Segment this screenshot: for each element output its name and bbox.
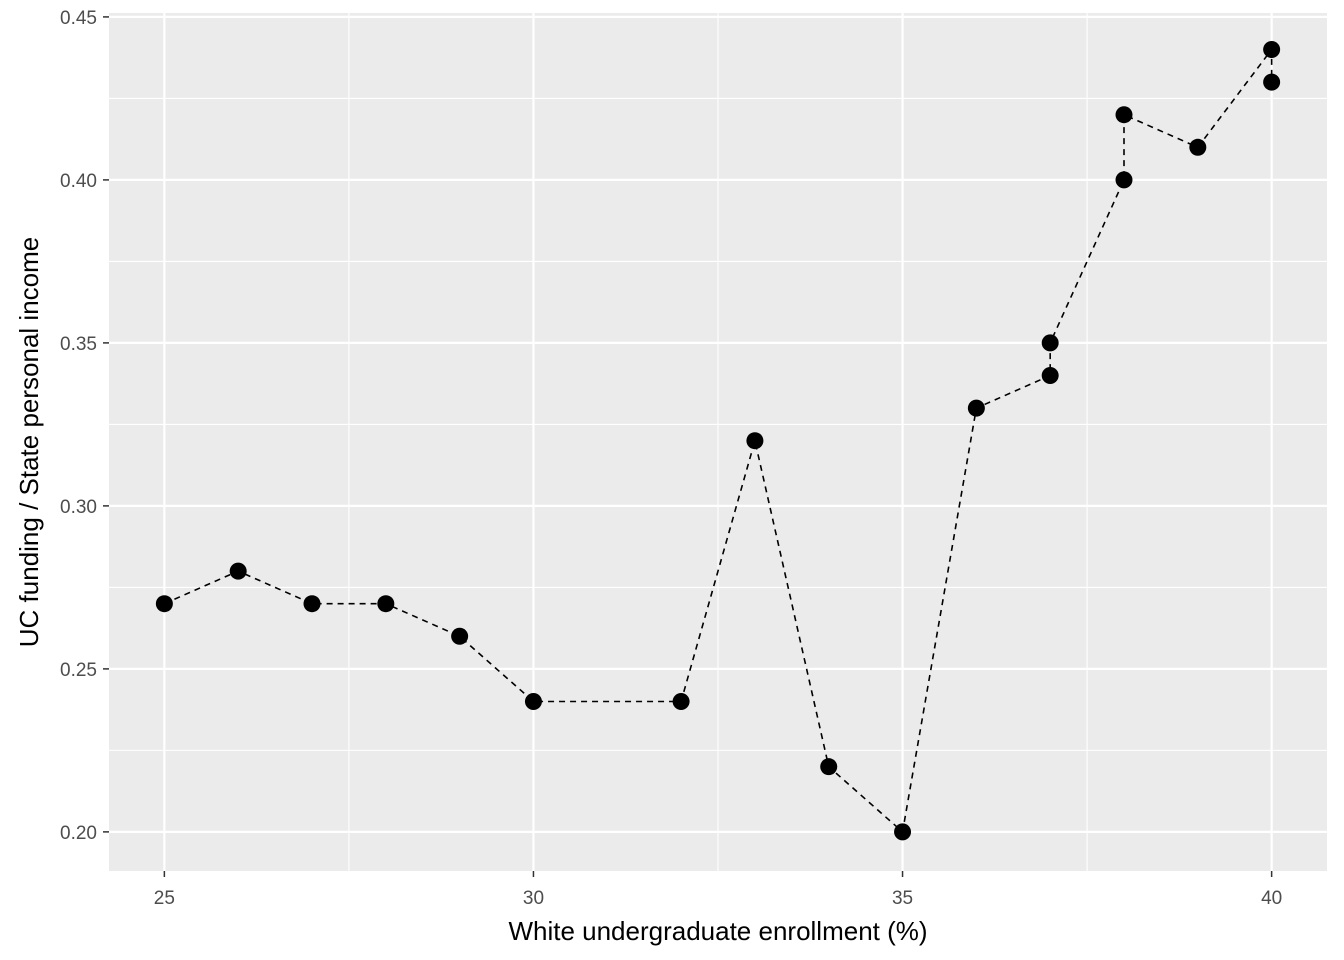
data-point xyxy=(1041,366,1059,384)
series-points xyxy=(155,41,1281,841)
x-axis-tick-label: 40 xyxy=(1261,888,1282,909)
data-point xyxy=(1263,73,1281,91)
data-point xyxy=(1115,171,1133,189)
data-point xyxy=(746,432,764,450)
x-axis-tick-label: 25 xyxy=(154,888,175,909)
y-axis-tick-label: 0.35 xyxy=(60,334,97,355)
data-point xyxy=(1263,41,1281,59)
y-axis-tick-label: 0.30 xyxy=(60,497,97,518)
y-axis-tick-label: 0.20 xyxy=(60,823,97,844)
data-point xyxy=(229,562,247,580)
grid-major xyxy=(109,13,1327,871)
grid-minor xyxy=(109,13,1327,871)
series-line xyxy=(164,47,1273,834)
y-axis-tick-label: 0.25 xyxy=(60,660,97,681)
data-point xyxy=(451,627,469,645)
data-point xyxy=(524,692,542,710)
data-point xyxy=(967,399,985,417)
axis-ticks xyxy=(103,16,1273,877)
data-point xyxy=(820,758,838,776)
x-axis-tick-label: 30 xyxy=(523,888,544,909)
data-point xyxy=(672,692,690,710)
y-axis-title: UC funding / State personal income xyxy=(14,237,44,647)
data-point xyxy=(1115,106,1133,124)
data-point xyxy=(155,595,173,613)
data-point xyxy=(377,595,395,613)
data-point xyxy=(894,823,912,841)
data-point xyxy=(1041,334,1059,352)
data-point xyxy=(1189,138,1207,156)
y-axis-tick-label: 0.45 xyxy=(60,8,97,29)
series-lines xyxy=(164,47,1273,834)
x-axis-title: White undergraduate enrollment (%) xyxy=(508,916,927,946)
x-axis-tick-label: 35 xyxy=(892,888,913,909)
x-axis-tick-labels: 25 30 35 40 xyxy=(154,888,1282,909)
data-point xyxy=(303,595,321,613)
y-axis-tick-label: 0.40 xyxy=(60,171,97,192)
y-axis-tick-labels: 0.20 0.25 0.30 0.35 0.40 0.45 xyxy=(60,8,97,844)
